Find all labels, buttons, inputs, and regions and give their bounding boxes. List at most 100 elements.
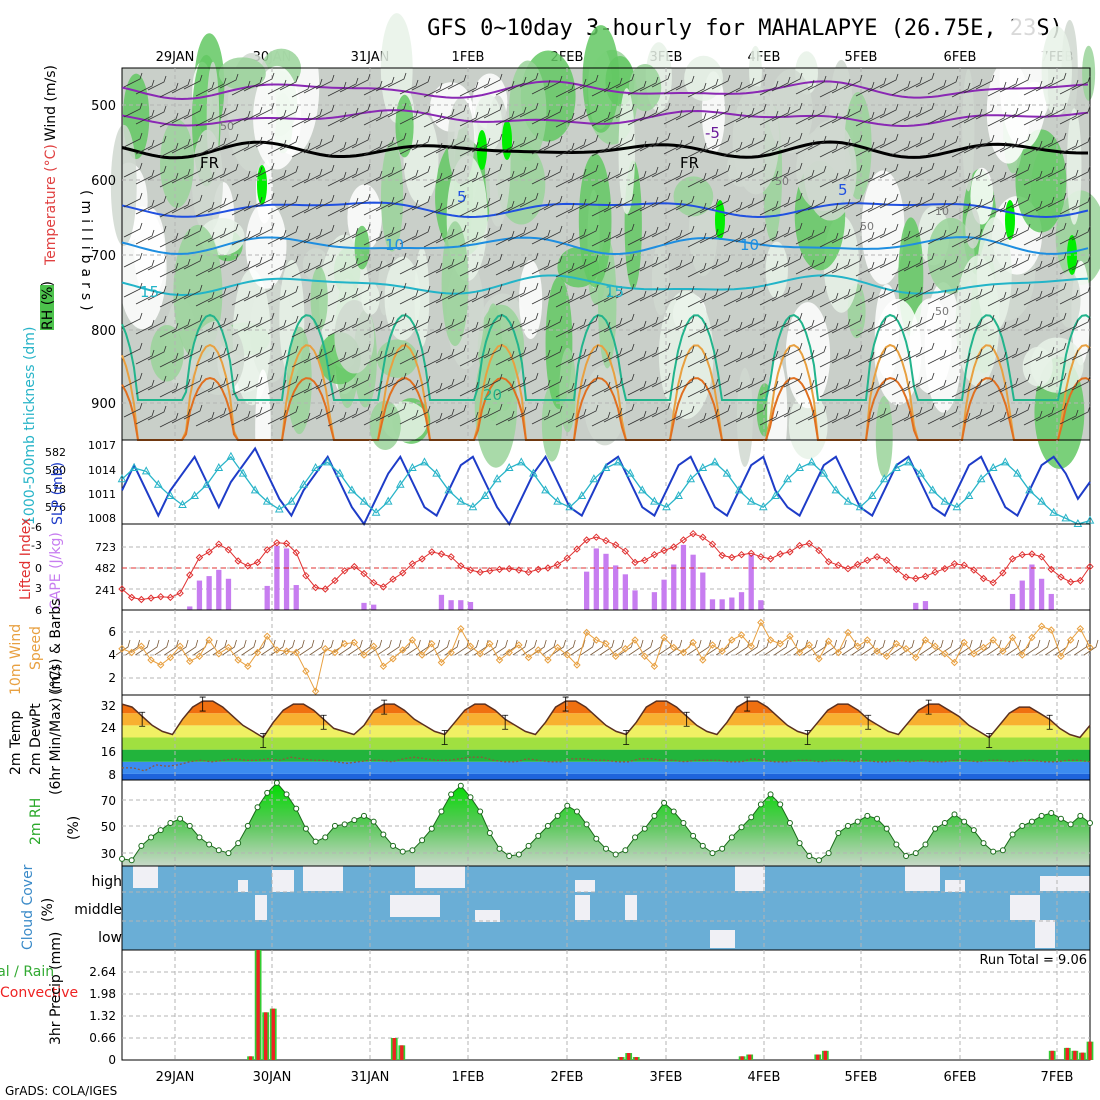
- wind-barb: [339, 347, 359, 363]
- wind-barb: [291, 142, 311, 158]
- wind-barb: [975, 314, 995, 330]
- wind-barb: [159, 352, 179, 368]
- wind-speed-point: [912, 653, 920, 662]
- wind-barb: [507, 376, 527, 392]
- rh-point: [748, 814, 755, 821]
- wind-barb: [375, 346, 395, 362]
- wind-barb: [579, 284, 599, 300]
- wind-barb: [147, 225, 167, 241]
- wind-barb: [579, 164, 599, 180]
- wind-barb: [447, 344, 467, 360]
- rh-point: [254, 804, 261, 811]
- wind-speed-point: [970, 650, 978, 658]
- cape-bar: [671, 564, 677, 610]
- wind-barb: [783, 102, 803, 118]
- wind-barb: [687, 262, 707, 278]
- wind-barb: [771, 136, 791, 152]
- wind-barb: [1059, 229, 1079, 245]
- wind-barb: [123, 192, 143, 208]
- wind-barb: [315, 194, 335, 210]
- wind-speed-point: [611, 652, 620, 660]
- wind-barb: [725, 639, 741, 656]
- wind-barb: [363, 380, 383, 396]
- wind-barb: [512, 639, 528, 656]
- slp-tick: 1014: [88, 464, 116, 477]
- wind-barb: [609, 639, 625, 656]
- precip-label-b: Convective: [0, 985, 78, 1001]
- lifted-index-point: [224, 546, 233, 554]
- temp-minmax-marker: [1046, 714, 1053, 730]
- cape-bar: [1038, 578, 1045, 610]
- wind-barb: [519, 102, 539, 118]
- rh-blob: [1066, 108, 1082, 225]
- wind-barb: [279, 255, 299, 271]
- wind-speed-point: [834, 648, 843, 657]
- wind-barb: [771, 316, 791, 332]
- wind-barb: [231, 110, 251, 126]
- wind-speed-point: [1037, 622, 1046, 630]
- wind-barb: [471, 107, 491, 123]
- wind-barb: [519, 72, 539, 88]
- wind-barb: [207, 197, 227, 213]
- lifted-index-point: [766, 555, 775, 563]
- cloud-clear-block: [238, 880, 248, 892]
- wind-barb: [483, 133, 503, 149]
- wind-barb: [615, 73, 635, 89]
- wind-barb: [735, 317, 755, 333]
- freezing-contour: [121, 140, 1088, 160]
- lifted-index-point: [505, 564, 513, 573]
- thickness-point: [625, 468, 635, 477]
- wind-barb: [927, 379, 947, 395]
- wind-barb: [819, 232, 839, 248]
- temp-minmax-marker: [744, 696, 751, 712]
- wind-barb: [675, 375, 695, 391]
- wind-barb: [447, 134, 467, 150]
- lifted-index-point: [989, 578, 997, 587]
- wind-barb: [471, 317, 491, 333]
- wind-barb: [1035, 316, 1055, 332]
- wind-barb: [843, 254, 863, 270]
- wind-barb: [987, 381, 1007, 397]
- thickness-point: [686, 474, 696, 483]
- wind-barb: [963, 378, 983, 394]
- cloud-label-b: (%): [40, 898, 56, 922]
- precip-convective-bar: [1080, 1052, 1085, 1060]
- wind-barb: [171, 408, 191, 424]
- thickness-point: [202, 479, 212, 488]
- wind-barb: [351, 223, 371, 239]
- wind-barb: [1047, 192, 1067, 208]
- wind-barb: [915, 192, 935, 208]
- wind-barb: [195, 231, 215, 247]
- wind-barb: [843, 224, 863, 240]
- wind-speed-point: [960, 638, 968, 647]
- rh-blob: [334, 299, 375, 374]
- wind-barb: [735, 77, 755, 93]
- wind-barb: [291, 412, 311, 428]
- wind-barb: [879, 343, 899, 359]
- wind-barb: [207, 377, 227, 393]
- cape-bar: [196, 580, 203, 610]
- wind-barb: [363, 110, 383, 126]
- wind-barb: [603, 167, 623, 183]
- rh-point: [515, 851, 522, 858]
- rh-point: [825, 850, 832, 857]
- wind-barb: [819, 412, 839, 428]
- wind-barb: [519, 162, 539, 178]
- wind-barb: [123, 72, 143, 88]
- lifted-index-point: [815, 546, 823, 555]
- wind-barb: [1011, 403, 1031, 419]
- wind-barb: [1047, 402, 1067, 418]
- wind-barb: [567, 198, 587, 214]
- wind10-label-a: 10m Wind: [8, 624, 24, 695]
- wind-speed-point: [573, 661, 581, 669]
- precip-label-a: Total / Rain: [0, 964, 54, 980]
- cloud-level-label: low: [98, 930, 122, 946]
- wind-barb: [1023, 200, 1043, 216]
- thickness-point: [250, 485, 260, 494]
- wind-barb: [771, 346, 791, 362]
- wind-speed-point: [476, 650, 484, 658]
- rh-blob: [628, 63, 662, 112]
- wind-speed-point: [660, 633, 668, 642]
- wind-barb: [819, 352, 839, 368]
